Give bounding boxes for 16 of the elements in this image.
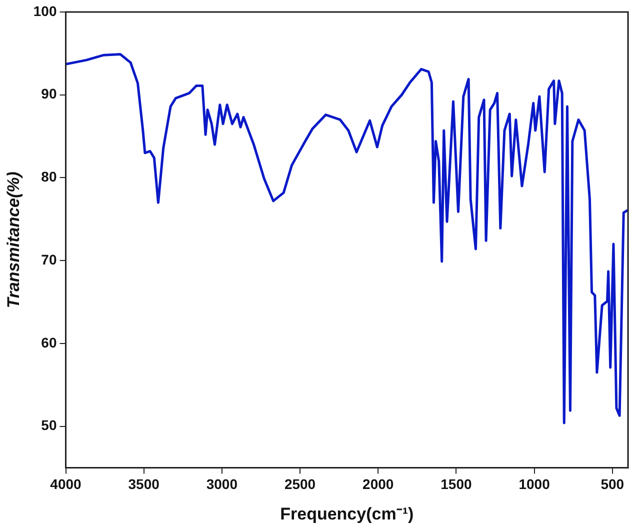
x-tick-label: 1500 <box>440 476 472 492</box>
x-tick-label: 1000 <box>518 476 550 492</box>
x-tick-label: 3000 <box>206 476 238 492</box>
x-tick-label: 2500 <box>284 476 316 492</box>
y-tick-label: 70 <box>41 251 57 268</box>
y-tick-label: 90 <box>41 86 57 102</box>
y-tick-label: 100 <box>33 2 57 19</box>
x-tick-label: 2000 <box>362 476 394 492</box>
x-tick-label: 3500 <box>128 476 160 492</box>
y-tick-label: 80 <box>41 168 57 185</box>
x-tick-label: 500 <box>600 476 624 492</box>
y-axis-title: Transmitance(%) <box>4 171 23 308</box>
y-tick-label: 50 <box>41 417 57 434</box>
x-axis-title: Frequency(cm⁻¹) <box>280 504 414 524</box>
x-tick-label: 4000 <box>50 476 82 492</box>
y-tick-label: 60 <box>41 334 57 350</box>
